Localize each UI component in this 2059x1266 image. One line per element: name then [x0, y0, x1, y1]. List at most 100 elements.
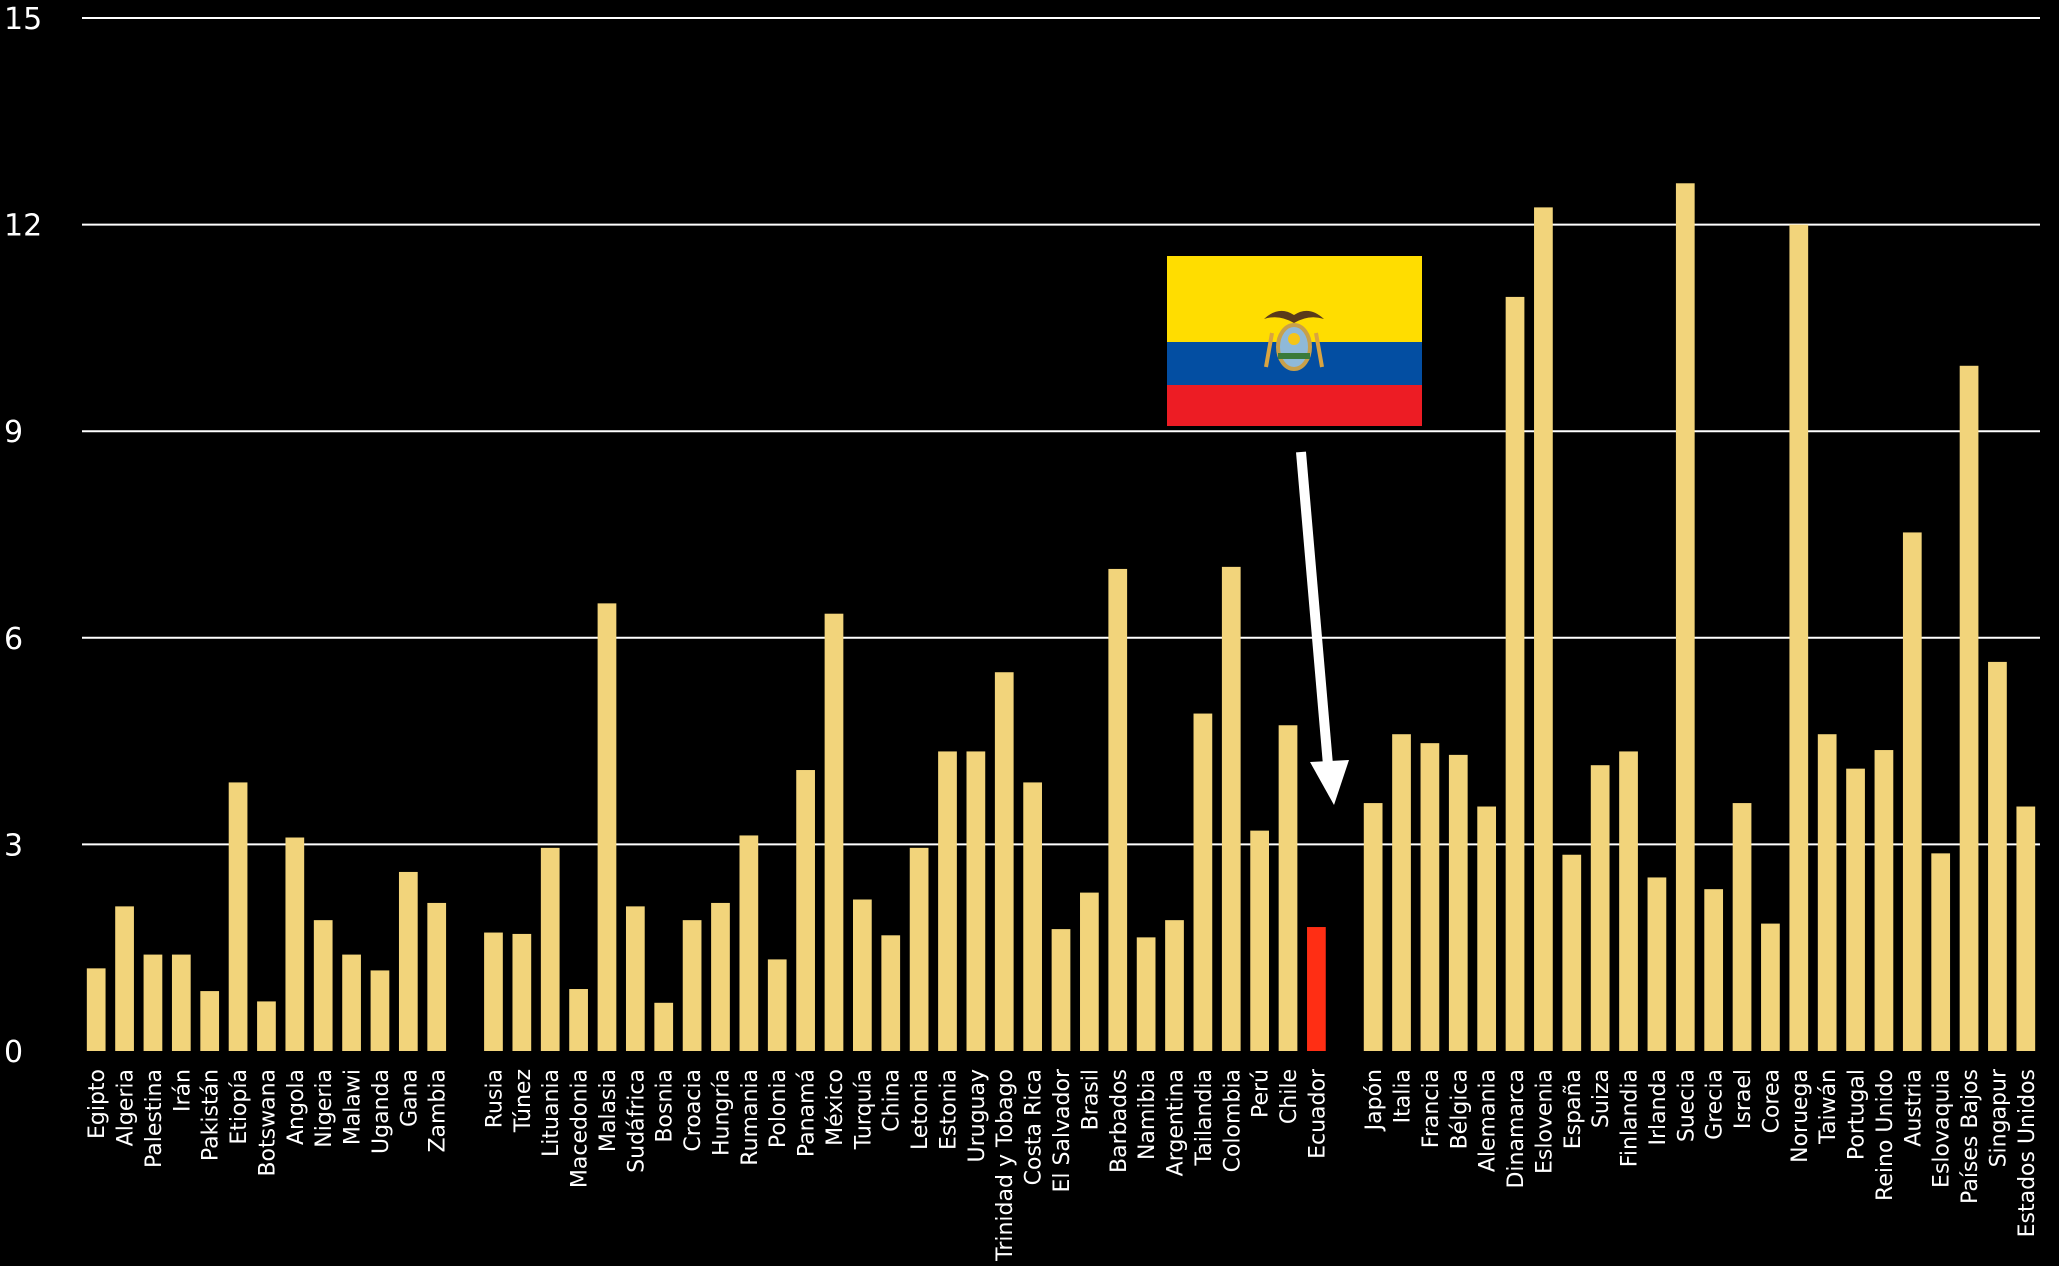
x-tick-label: Malasia — [596, 1069, 621, 1152]
y-tick-label: 6 — [4, 622, 23, 657]
x-tick-label: Irán — [170, 1069, 195, 1112]
y-tick-label: 12 — [4, 209, 42, 244]
x-tick-label: Sudáfrica — [624, 1069, 649, 1173]
bar — [569, 989, 588, 1051]
x-tick-label: Turquía — [851, 1069, 876, 1150]
x-tick-label: Zambia — [426, 1069, 451, 1153]
x-tick-label: Polonia — [766, 1069, 791, 1148]
x-tick-label: Reino Unido — [1873, 1069, 1898, 1201]
bar — [1080, 892, 1099, 1051]
x-tick-label: Malawi — [341, 1069, 366, 1145]
bar — [682, 920, 702, 1051]
x-tick-label: Etiopía — [227, 1069, 252, 1145]
x-tick-label: Egipto — [85, 1069, 110, 1139]
bar — [1250, 830, 1270, 1051]
bar — [540, 847, 560, 1051]
x-tick-label: Italia — [1391, 1069, 1416, 1123]
x-tick-label: Ecuador — [1305, 1068, 1330, 1159]
bar — [1221, 566, 1241, 1051]
bar — [1505, 296, 1525, 1051]
x-tick-label: Portugal — [1845, 1069, 1870, 1160]
x-tick-label: Tailandia — [1192, 1069, 1217, 1167]
x-tick-label: Argentina — [1164, 1069, 1189, 1176]
x-tick-label: Austria — [1901, 1069, 1926, 1147]
x-tick-label: Colombia — [1220, 1069, 1245, 1172]
x-tick-label: Nigeria — [312, 1069, 337, 1148]
x-tick-label: Alemania — [1476, 1069, 1501, 1172]
x-tick-label: Eslovaquia — [1930, 1069, 1955, 1188]
x-tick-label: Estonia — [936, 1069, 961, 1150]
bar — [1562, 854, 1582, 1051]
bar — [1023, 782, 1042, 1051]
gridlines — [82, 17, 2040, 846]
x-tick-label: Irlanda — [1646, 1069, 1671, 1146]
y-tick-label: 3 — [4, 828, 23, 863]
bar — [1789, 224, 1809, 1052]
bar — [1363, 803, 1383, 1051]
bar — [1448, 754, 1468, 1051]
bar — [1136, 937, 1156, 1051]
bar — [257, 1001, 276, 1051]
bar — [966, 751, 986, 1051]
y-tick-label: 0 — [4, 1035, 23, 1070]
bar — [1619, 751, 1638, 1051]
x-tick-label: Singapur — [1986, 1068, 2011, 1167]
x-tick-label: Barbados — [1107, 1069, 1132, 1173]
bar — [1846, 768, 1865, 1051]
bar — [285, 837, 305, 1051]
x-tick-label: Lituania — [539, 1069, 564, 1157]
bar — [1704, 889, 1724, 1051]
bars — [86, 183, 2036, 1052]
x-tick-label: Rusia — [482, 1069, 507, 1128]
x-tick-label: Noruega — [1788, 1069, 1813, 1163]
bar — [938, 751, 957, 1051]
bar — [427, 902, 447, 1051]
bar — [171, 954, 191, 1051]
bar — [1278, 725, 1298, 1051]
x-tick-label: China — [880, 1069, 905, 1132]
bar — [711, 902, 730, 1051]
bar — [1675, 183, 1695, 1051]
y-axis-ticks: 0 3 6 9 12 15 — [4, 2, 42, 1070]
bar — [484, 932, 503, 1051]
x-tick-label: España — [1561, 1069, 1586, 1149]
bar — [1534, 207, 1553, 1052]
bar — [200, 991, 220, 1051]
x-tick-label: Suecia — [1674, 1069, 1699, 1142]
x-tick-label: Namibia — [1135, 1069, 1160, 1160]
x-tick-label: Chile — [1277, 1069, 1302, 1124]
coat-of-arms-icon — [1264, 310, 1324, 371]
x-tick-label: Israel — [1731, 1069, 1756, 1129]
bar — [881, 935, 901, 1051]
bar — [1108, 568, 1128, 1051]
bar — [313, 920, 333, 1051]
bar — [1931, 853, 1951, 1051]
bar — [1761, 923, 1780, 1051]
x-tick-label: Costa Rica — [1022, 1069, 1047, 1185]
x-tick-label: Finlandia — [1618, 1069, 1643, 1167]
x-tick-label: El Salvador — [1050, 1068, 1075, 1192]
x-tick-label: Bélgica — [1447, 1069, 1472, 1149]
ecuador-flag-icon — [1167, 256, 1422, 426]
x-tick-label: Brasil — [1078, 1069, 1103, 1130]
bar — [1732, 803, 1752, 1051]
x-tick-label: Uganda — [369, 1069, 394, 1154]
x-tick-label: Estados Unidos — [2015, 1069, 2040, 1237]
bar — [1590, 765, 1610, 1051]
bar — [370, 970, 390, 1051]
x-tick-label: Letonia — [908, 1069, 933, 1150]
bar — [796, 770, 815, 1051]
bar — [1874, 750, 1894, 1051]
bar — [1647, 877, 1667, 1051]
y-tick-label: 9 — [4, 415, 23, 450]
bar — [1420, 743, 1440, 1051]
bar — [654, 1002, 674, 1051]
x-tick-label: Túnez — [511, 1069, 536, 1133]
bar — [994, 672, 1014, 1051]
bar — [1959, 365, 1979, 1051]
bar — [1392, 734, 1411, 1051]
y-tick-label: 15 — [4, 2, 42, 37]
x-tick-label: Países Bajos — [1958, 1069, 1983, 1204]
